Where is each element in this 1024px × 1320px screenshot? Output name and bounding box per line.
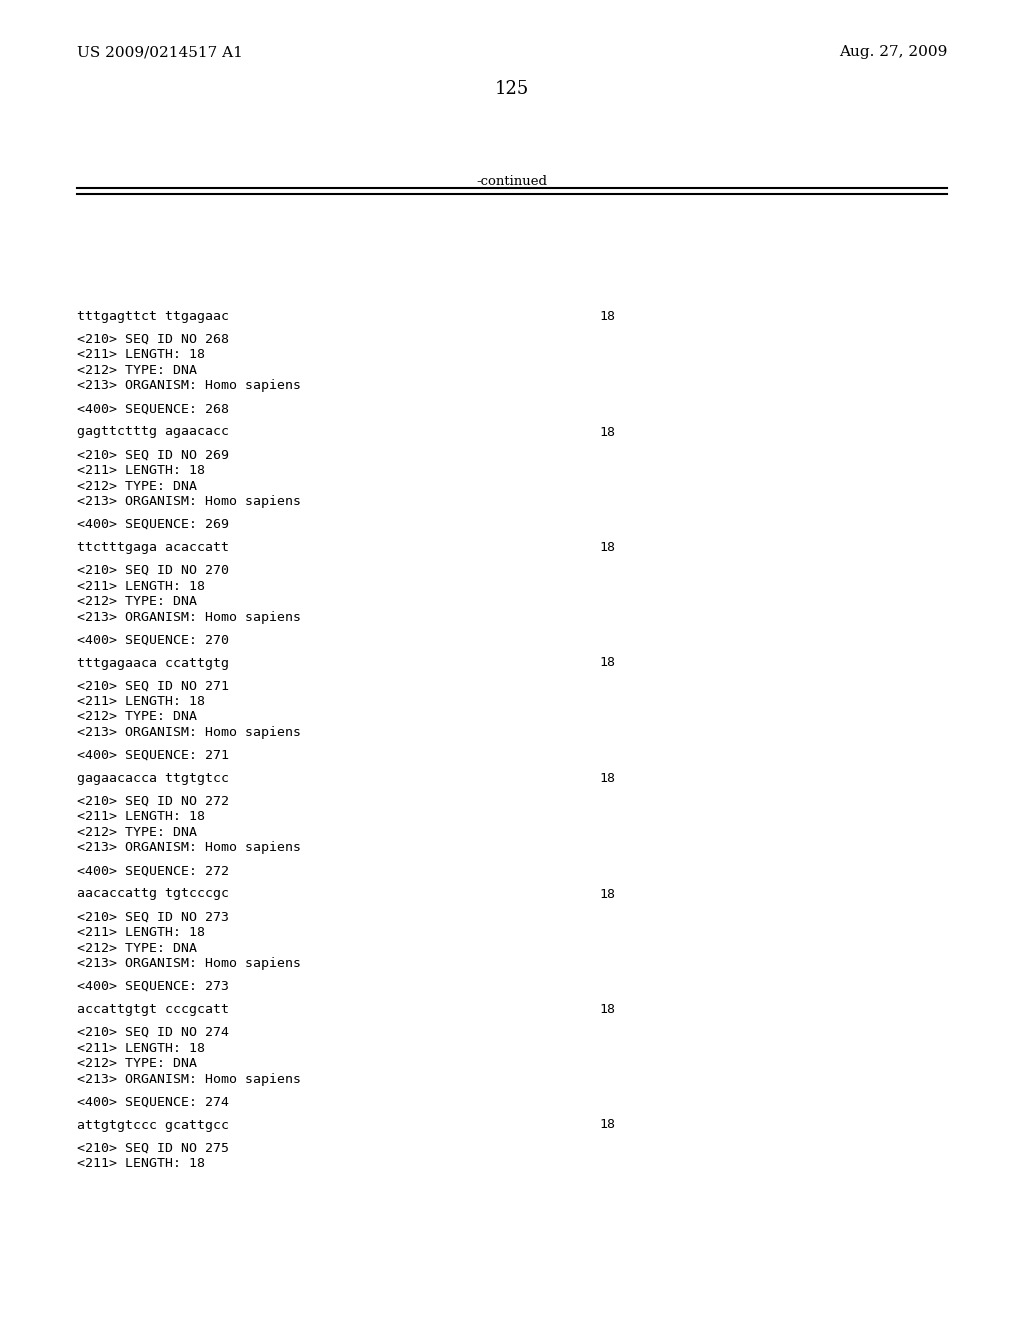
Text: gagttctttg agaacacc: gagttctttg agaacacc <box>77 425 228 438</box>
Text: <212> TYPE: DNA: <212> TYPE: DNA <box>77 364 197 378</box>
Text: <212> TYPE: DNA: <212> TYPE: DNA <box>77 1057 197 1071</box>
Text: ttctttgaga acaccatt: ttctttgaga acaccatt <box>77 541 228 554</box>
Text: <400> SEQUENCE: 274: <400> SEQUENCE: 274 <box>77 1096 228 1109</box>
Text: -continued: -continued <box>476 176 548 187</box>
Text: 18: 18 <box>599 425 615 438</box>
Text: <211> LENGTH: 18: <211> LENGTH: 18 <box>77 1158 205 1170</box>
Text: 18: 18 <box>599 310 615 323</box>
Text: <400> SEQUENCE: 269: <400> SEQUENCE: 269 <box>77 517 228 531</box>
Text: tttgagaaca ccattgtg: tttgagaaca ccattgtg <box>77 656 228 669</box>
Text: <213> ORGANISM: Homo sapiens: <213> ORGANISM: Homo sapiens <box>77 495 301 508</box>
Text: gagaacacca ttgtgtcc: gagaacacca ttgtgtcc <box>77 772 228 785</box>
Text: <210> SEQ ID NO 269: <210> SEQ ID NO 269 <box>77 449 228 462</box>
Text: accattgtgt cccgcatt: accattgtgt cccgcatt <box>77 1003 228 1016</box>
Text: US 2009/0214517 A1: US 2009/0214517 A1 <box>77 45 243 59</box>
Text: <210> SEQ ID NO 272: <210> SEQ ID NO 272 <box>77 795 228 808</box>
Text: attgtgtccc gcattgcc: attgtgtccc gcattgcc <box>77 1118 228 1131</box>
Text: <400> SEQUENCE: 273: <400> SEQUENCE: 273 <box>77 979 228 993</box>
Text: 18: 18 <box>599 772 615 785</box>
Text: 18: 18 <box>599 887 615 900</box>
Text: <211> LENGTH: 18: <211> LENGTH: 18 <box>77 810 205 824</box>
Text: <213> ORGANISM: Homo sapiens: <213> ORGANISM: Homo sapiens <box>77 1072 301 1085</box>
Text: <211> LENGTH: 18: <211> LENGTH: 18 <box>77 696 205 708</box>
Text: <400> SEQUENCE: 270: <400> SEQUENCE: 270 <box>77 634 228 647</box>
Text: <400> SEQUENCE: 271: <400> SEQUENCE: 271 <box>77 748 228 762</box>
Text: <400> SEQUENCE: 268: <400> SEQUENCE: 268 <box>77 403 228 416</box>
Text: 18: 18 <box>599 1003 615 1016</box>
Text: Aug. 27, 2009: Aug. 27, 2009 <box>839 45 947 59</box>
Text: 18: 18 <box>599 541 615 554</box>
Text: <212> TYPE: DNA: <212> TYPE: DNA <box>77 595 197 609</box>
Text: <210> SEQ ID NO 275: <210> SEQ ID NO 275 <box>77 1142 228 1155</box>
Text: <213> ORGANISM: Homo sapiens: <213> ORGANISM: Homo sapiens <box>77 380 301 392</box>
Text: <212> TYPE: DNA: <212> TYPE: DNA <box>77 479 197 492</box>
Text: <213> ORGANISM: Homo sapiens: <213> ORGANISM: Homo sapiens <box>77 610 301 623</box>
Text: <211> LENGTH: 18: <211> LENGTH: 18 <box>77 1041 205 1055</box>
Text: <211> LENGTH: 18: <211> LENGTH: 18 <box>77 579 205 593</box>
Text: <210> SEQ ID NO 273: <210> SEQ ID NO 273 <box>77 911 228 924</box>
Text: 18: 18 <box>599 656 615 669</box>
Text: <212> TYPE: DNA: <212> TYPE: DNA <box>77 710 197 723</box>
Text: 125: 125 <box>495 81 529 98</box>
Text: <211> LENGTH: 18: <211> LENGTH: 18 <box>77 465 205 477</box>
Text: <212> TYPE: DNA: <212> TYPE: DNA <box>77 826 197 840</box>
Text: <400> SEQUENCE: 272: <400> SEQUENCE: 272 <box>77 865 228 878</box>
Text: <212> TYPE: DNA: <212> TYPE: DNA <box>77 941 197 954</box>
Text: <210> SEQ ID NO 274: <210> SEQ ID NO 274 <box>77 1026 228 1039</box>
Text: <213> ORGANISM: Homo sapiens: <213> ORGANISM: Homo sapiens <box>77 842 301 854</box>
Text: aacaccattg tgtcccgc: aacaccattg tgtcccgc <box>77 887 228 900</box>
Text: tttgagttct ttgagaac: tttgagttct ttgagaac <box>77 310 228 323</box>
Text: <211> LENGTH: 18: <211> LENGTH: 18 <box>77 348 205 362</box>
Text: <210> SEQ ID NO 268: <210> SEQ ID NO 268 <box>77 333 228 346</box>
Text: 18: 18 <box>599 1118 615 1131</box>
Text: <213> ORGANISM: Homo sapiens: <213> ORGANISM: Homo sapiens <box>77 957 301 970</box>
Text: <210> SEQ ID NO 270: <210> SEQ ID NO 270 <box>77 564 228 577</box>
Text: <210> SEQ ID NO 271: <210> SEQ ID NO 271 <box>77 680 228 693</box>
Text: <213> ORGANISM: Homo sapiens: <213> ORGANISM: Homo sapiens <box>77 726 301 739</box>
Text: <211> LENGTH: 18: <211> LENGTH: 18 <box>77 927 205 939</box>
